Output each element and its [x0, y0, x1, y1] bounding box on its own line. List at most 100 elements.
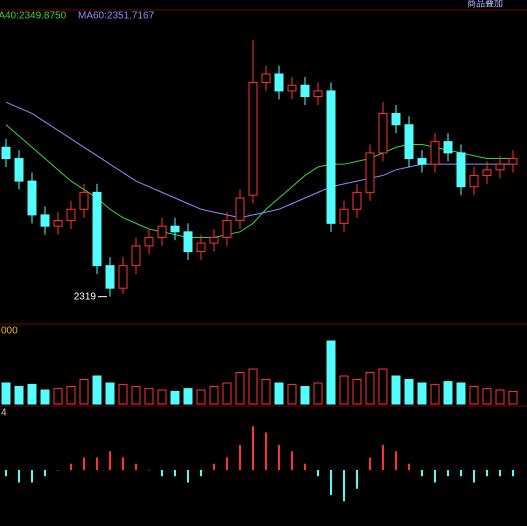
- volume-bar: [391, 375, 401, 405]
- candle-body: [118, 265, 128, 289]
- volume-bar: [443, 381, 453, 405]
- macd-bar: [291, 451, 293, 470]
- volume-bar: [300, 386, 310, 405]
- candle-body: [92, 191, 102, 267]
- candle-body: [469, 174, 479, 188]
- candle-body: [131, 245, 141, 267]
- candle-body: [482, 169, 492, 176]
- candle-body: [209, 236, 219, 244]
- candle-body: [443, 141, 453, 154]
- macd-bar: [57, 470, 59, 471]
- candle-body: [274, 73, 284, 92]
- volume-bar: [105, 382, 115, 405]
- candle-body: [248, 81, 258, 196]
- volume-bar: [235, 372, 245, 405]
- candle-body: [222, 220, 232, 238]
- candle-body: [508, 158, 518, 165]
- macd-bar: [304, 463, 306, 470]
- volume-bar: [157, 389, 167, 405]
- volume-bar: [287, 383, 297, 405]
- volume-bar: [261, 379, 271, 405]
- legend-entry: MA40:2349.8750: [0, 11, 67, 22]
- volume-bar: [508, 390, 518, 405]
- macd-bar: [499, 470, 501, 477]
- macd-bar: [96, 457, 98, 470]
- candle-body: [53, 220, 63, 227]
- macd-bar: [174, 470, 176, 477]
- volume-bar: [183, 388, 193, 405]
- macd-bar: [473, 470, 475, 483]
- volume-bar: [352, 379, 362, 405]
- macd-bar: [382, 445, 384, 470]
- candle-body: [196, 242, 206, 253]
- volume-bar: [131, 386, 141, 405]
- volume-bar: [248, 368, 258, 405]
- macd-bar: [122, 457, 124, 470]
- candle-body: [27, 180, 37, 216]
- candle-body: [105, 265, 115, 289]
- candle-body: [339, 208, 349, 224]
- volume-bar: [404, 379, 414, 405]
- macd-bar: [369, 457, 371, 470]
- volume-bar: [469, 386, 479, 405]
- volume-bar: [417, 382, 427, 405]
- macd-bar: [330, 470, 332, 495]
- macd-bar: [148, 470, 150, 471]
- candle-body: [1, 146, 11, 160]
- candle-body: [235, 197, 245, 222]
- candle-body: [404, 124, 414, 160]
- macd-bar: [317, 470, 319, 477]
- macd-bar: [265, 432, 267, 470]
- macd-bar: [161, 470, 163, 477]
- volume-bar: [118, 383, 128, 405]
- overlay-button[interactable]: 商品叠加: [467, 0, 503, 8]
- macd-bar: [200, 470, 202, 477]
- macd-bar: [421, 470, 423, 477]
- macd-bar: [512, 470, 514, 477]
- candle-body: [456, 152, 466, 188]
- volume-bar: [456, 382, 466, 405]
- macd-bar: [486, 470, 488, 477]
- candle-body: [313, 90, 323, 98]
- macd-bar: [460, 470, 462, 477]
- macd-bar: [44, 470, 46, 477]
- volume-bar: [40, 389, 50, 405]
- macd-bar: [31, 470, 33, 483]
- candle-body: [326, 90, 336, 224]
- candle-body: [183, 231, 193, 253]
- volume-bar: [378, 368, 388, 405]
- volume-bar: [170, 390, 180, 405]
- volume-bar: [53, 388, 63, 405]
- macd-bar: [18, 470, 20, 483]
- volume-label: 000: [1, 326, 18, 337]
- macd-bar: [83, 457, 85, 470]
- macd-bar: [187, 470, 189, 483]
- macd-bar: [278, 445, 280, 470]
- macd-bar: [5, 470, 7, 477]
- candle-body: [378, 112, 388, 154]
- candle-body: [352, 191, 362, 210]
- macd-bar: [109, 451, 111, 470]
- candle-body: [495, 163, 505, 171]
- candle-body: [365, 152, 375, 193]
- ma-line: [5, 101, 513, 219]
- volume-bar: [1, 382, 11, 405]
- macd-bar: [434, 470, 436, 483]
- volume-bar: [430, 383, 440, 405]
- volume-bar: [144, 388, 154, 405]
- volume-bar: [92, 375, 102, 405]
- candle-body: [170, 225, 180, 233]
- candle-body: [417, 158, 427, 165]
- candle-body: [261, 73, 271, 83]
- volume-bar: [495, 389, 505, 405]
- macd-bar: [239, 445, 241, 470]
- volume-bar: [66, 386, 76, 405]
- macd-bar: [395, 451, 397, 470]
- volume-bar: [482, 388, 492, 405]
- volume-bar: [313, 382, 323, 405]
- volume-bar: [79, 379, 89, 405]
- legend-entry: MA60:2351.7167: [78, 11, 155, 22]
